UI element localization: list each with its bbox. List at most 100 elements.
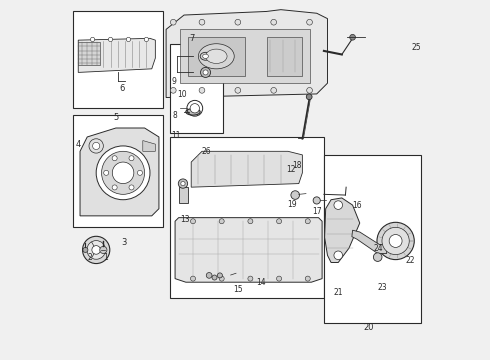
Circle shape (219, 276, 224, 281)
Circle shape (82, 236, 110, 264)
Text: 20: 20 (364, 323, 374, 332)
Circle shape (248, 276, 253, 281)
Text: 16: 16 (353, 201, 362, 210)
Circle shape (129, 185, 134, 190)
Circle shape (87, 240, 105, 259)
Polygon shape (166, 10, 327, 98)
Ellipse shape (186, 109, 200, 115)
Text: 12: 12 (286, 165, 296, 174)
Circle shape (93, 142, 100, 149)
Circle shape (171, 87, 176, 93)
Polygon shape (80, 128, 159, 216)
Circle shape (276, 276, 282, 281)
Circle shape (100, 246, 107, 253)
Bar (170, 44, 223, 134)
Circle shape (334, 251, 343, 260)
Text: 18: 18 (293, 161, 302, 170)
Polygon shape (191, 151, 302, 187)
Circle shape (235, 19, 241, 25)
Text: 17: 17 (313, 207, 322, 216)
Circle shape (200, 67, 211, 77)
Circle shape (235, 87, 241, 93)
Polygon shape (179, 187, 188, 203)
Polygon shape (78, 42, 100, 65)
Text: 14: 14 (256, 278, 266, 287)
Text: 7: 7 (190, 34, 195, 43)
Text: 4: 4 (76, 140, 81, 149)
Circle shape (104, 170, 109, 175)
Circle shape (212, 275, 217, 280)
Circle shape (219, 219, 224, 224)
Circle shape (218, 273, 222, 278)
Circle shape (199, 87, 205, 93)
Circle shape (83, 247, 88, 252)
Circle shape (313, 197, 320, 204)
Text: 23: 23 (378, 283, 387, 292)
Polygon shape (267, 37, 302, 76)
Bar (73, 116, 163, 226)
Text: 11: 11 (172, 131, 181, 140)
Circle shape (101, 151, 145, 194)
Text: 26: 26 (201, 147, 211, 156)
Bar (170, 137, 324, 298)
Text: 24: 24 (373, 244, 383, 253)
Text: 6: 6 (120, 84, 125, 93)
Text: 9: 9 (172, 77, 176, 86)
Polygon shape (175, 218, 322, 282)
Circle shape (350, 35, 355, 40)
Ellipse shape (198, 44, 234, 69)
Polygon shape (352, 230, 387, 253)
Circle shape (377, 222, 414, 260)
Circle shape (276, 219, 282, 224)
Circle shape (305, 276, 310, 281)
Text: 10: 10 (177, 90, 187, 99)
Circle shape (171, 19, 176, 25)
Circle shape (334, 201, 343, 210)
Polygon shape (324, 198, 360, 262)
Bar (324, 155, 421, 323)
Circle shape (112, 185, 117, 190)
Circle shape (89, 139, 103, 153)
Circle shape (382, 227, 409, 255)
Circle shape (91, 37, 95, 41)
Circle shape (137, 170, 143, 175)
Circle shape (112, 156, 117, 161)
Bar (73, 12, 163, 108)
Polygon shape (188, 37, 245, 76)
Polygon shape (180, 30, 310, 83)
Polygon shape (78, 39, 155, 72)
Circle shape (291, 191, 299, 199)
Circle shape (199, 19, 205, 25)
Text: 8: 8 (172, 111, 177, 120)
Circle shape (248, 219, 253, 224)
Circle shape (271, 87, 276, 93)
Circle shape (191, 219, 196, 224)
Text: 13: 13 (180, 215, 189, 224)
Ellipse shape (200, 52, 211, 60)
Polygon shape (143, 140, 155, 151)
Circle shape (206, 273, 212, 278)
Text: 21: 21 (334, 288, 343, 297)
Circle shape (373, 253, 382, 261)
Text: 25: 25 (412, 43, 421, 52)
Circle shape (92, 246, 100, 254)
Text: 1: 1 (103, 253, 107, 262)
Circle shape (307, 87, 313, 93)
Circle shape (144, 37, 148, 41)
Circle shape (307, 19, 313, 25)
Circle shape (305, 219, 310, 224)
Bar (204, 270, 256, 281)
Circle shape (191, 276, 196, 281)
Circle shape (178, 179, 188, 188)
Circle shape (112, 162, 134, 184)
Circle shape (108, 37, 113, 41)
Circle shape (181, 181, 185, 186)
Circle shape (96, 146, 150, 200)
Circle shape (190, 104, 199, 113)
Ellipse shape (203, 54, 208, 58)
Circle shape (271, 19, 276, 25)
Circle shape (129, 156, 134, 161)
Text: 3: 3 (122, 238, 126, 247)
Text: 22: 22 (406, 256, 415, 265)
Circle shape (389, 234, 402, 247)
